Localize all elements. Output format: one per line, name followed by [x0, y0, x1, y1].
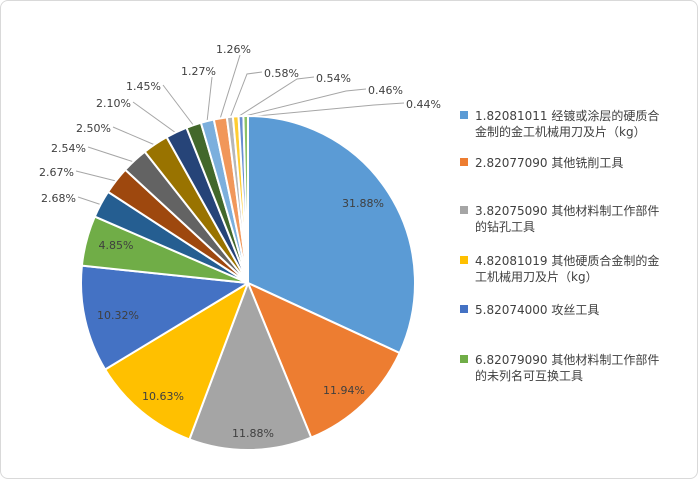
legend-marker-icon [460, 305, 468, 313]
data-label-11: 2.10% [96, 97, 131, 110]
legend-marker-icon [460, 111, 468, 119]
chart-legend: 1.82081011 经镀或涂层的硬质合金制的金工机械用刀及片（kg） 2.820… [460, 108, 692, 408]
legend-item-6[interactable]: 6.82079090 其他材料制工作部件的未列名可互换工具 [460, 352, 688, 384]
leader-line-8 [75, 170, 117, 182]
leader-line-11 [132, 101, 177, 134]
pie-slice-5[interactable] [80, 264, 249, 371]
pie-slice-1[interactable] [247, 115, 416, 354]
leader-line-9 [87, 146, 135, 163]
leader-line-16 [235, 76, 315, 119]
pie-slice-4[interactable] [104, 282, 249, 441]
pie-chart: 31.88% 11.94% 11.88% 10.63% 10.32% 4.85% 2.68%… [39, 43, 441, 451]
leader-line-17 [240, 88, 367, 118]
leader-line-15 [229, 71, 263, 119]
data-label-10: 2.50% [76, 122, 111, 135]
legend-item-3[interactable]: 3.82075090 其他材料制工作部件的钻孔工具 [460, 203, 688, 235]
legend-marker-icon [460, 158, 468, 166]
leader-line-12 [162, 84, 195, 127]
leader-line-18 [245, 102, 405, 118]
legend-item-5[interactable]: 5.82074000 攻丝工具 [460, 302, 688, 318]
legend-label: 5.82074000 攻丝工具 [475, 303, 600, 317]
data-label-3: 11.88% [232, 427, 274, 440]
data-label-1: 31.88% [342, 197, 384, 210]
data-label-12: 1.45% [126, 80, 161, 93]
data-label-15: 0.58% [264, 67, 299, 80]
legend-item-1[interactable]: 1.82081011 经镀或涂层的硬质合金制的金工机械用刀及片（kg） [460, 108, 688, 140]
leader-line-10 [112, 126, 156, 146]
legend-label: 2.82077090 其他铣削工具 [475, 156, 624, 170]
legend-marker-icon [460, 355, 468, 363]
leader-line-7 [77, 196, 103, 206]
data-label-5: 10.32% [97, 309, 139, 322]
data-label-8: 2.67% [39, 166, 74, 179]
legend-label: 6.82079090 其他材料制工作部件的未列名可互换工具 [475, 353, 660, 383]
legend-label: 3.82075090 其他材料制工作部件的钻孔工具 [475, 204, 660, 234]
data-label-14: 1.26% [216, 43, 251, 56]
pie-slice-18[interactable] [242, 114, 249, 284]
legend-label: 1.82081011 经镀或涂层的硬质合金制的金工机械用刀及片（kg） [475, 109, 660, 139]
legend-marker-icon [460, 256, 468, 264]
data-label-13: 1.27% [181, 65, 216, 78]
data-label-7: 2.68% [41, 192, 76, 205]
legend-item-4[interactable]: 4.82081019 其他硬质合金制的金工机械用刀及片（kg） [460, 253, 688, 285]
pie-slice-2[interactable] [247, 282, 401, 439]
data-label-17: 0.46% [368, 84, 403, 97]
data-label-2: 11.94% [323, 384, 365, 397]
data-label-4: 10.63% [142, 390, 184, 403]
data-label-18: 0.44% [406, 98, 441, 111]
legend-marker-icon [460, 206, 468, 214]
leader-line-14 [219, 54, 241, 120]
data-label-6: 4.85% [99, 239, 134, 252]
leader-line-13 [206, 76, 213, 123]
pie-slice-3[interactable] [188, 282, 313, 451]
data-label-9: 2.54% [51, 142, 86, 155]
legend-item-2[interactable]: 2.82077090 其他铣削工具 [460, 155, 688, 171]
legend-label: 4.82081019 其他硬质合金制的金工机械用刀及片（kg） [475, 254, 660, 284]
data-label-16: 0.54% [316, 72, 351, 85]
